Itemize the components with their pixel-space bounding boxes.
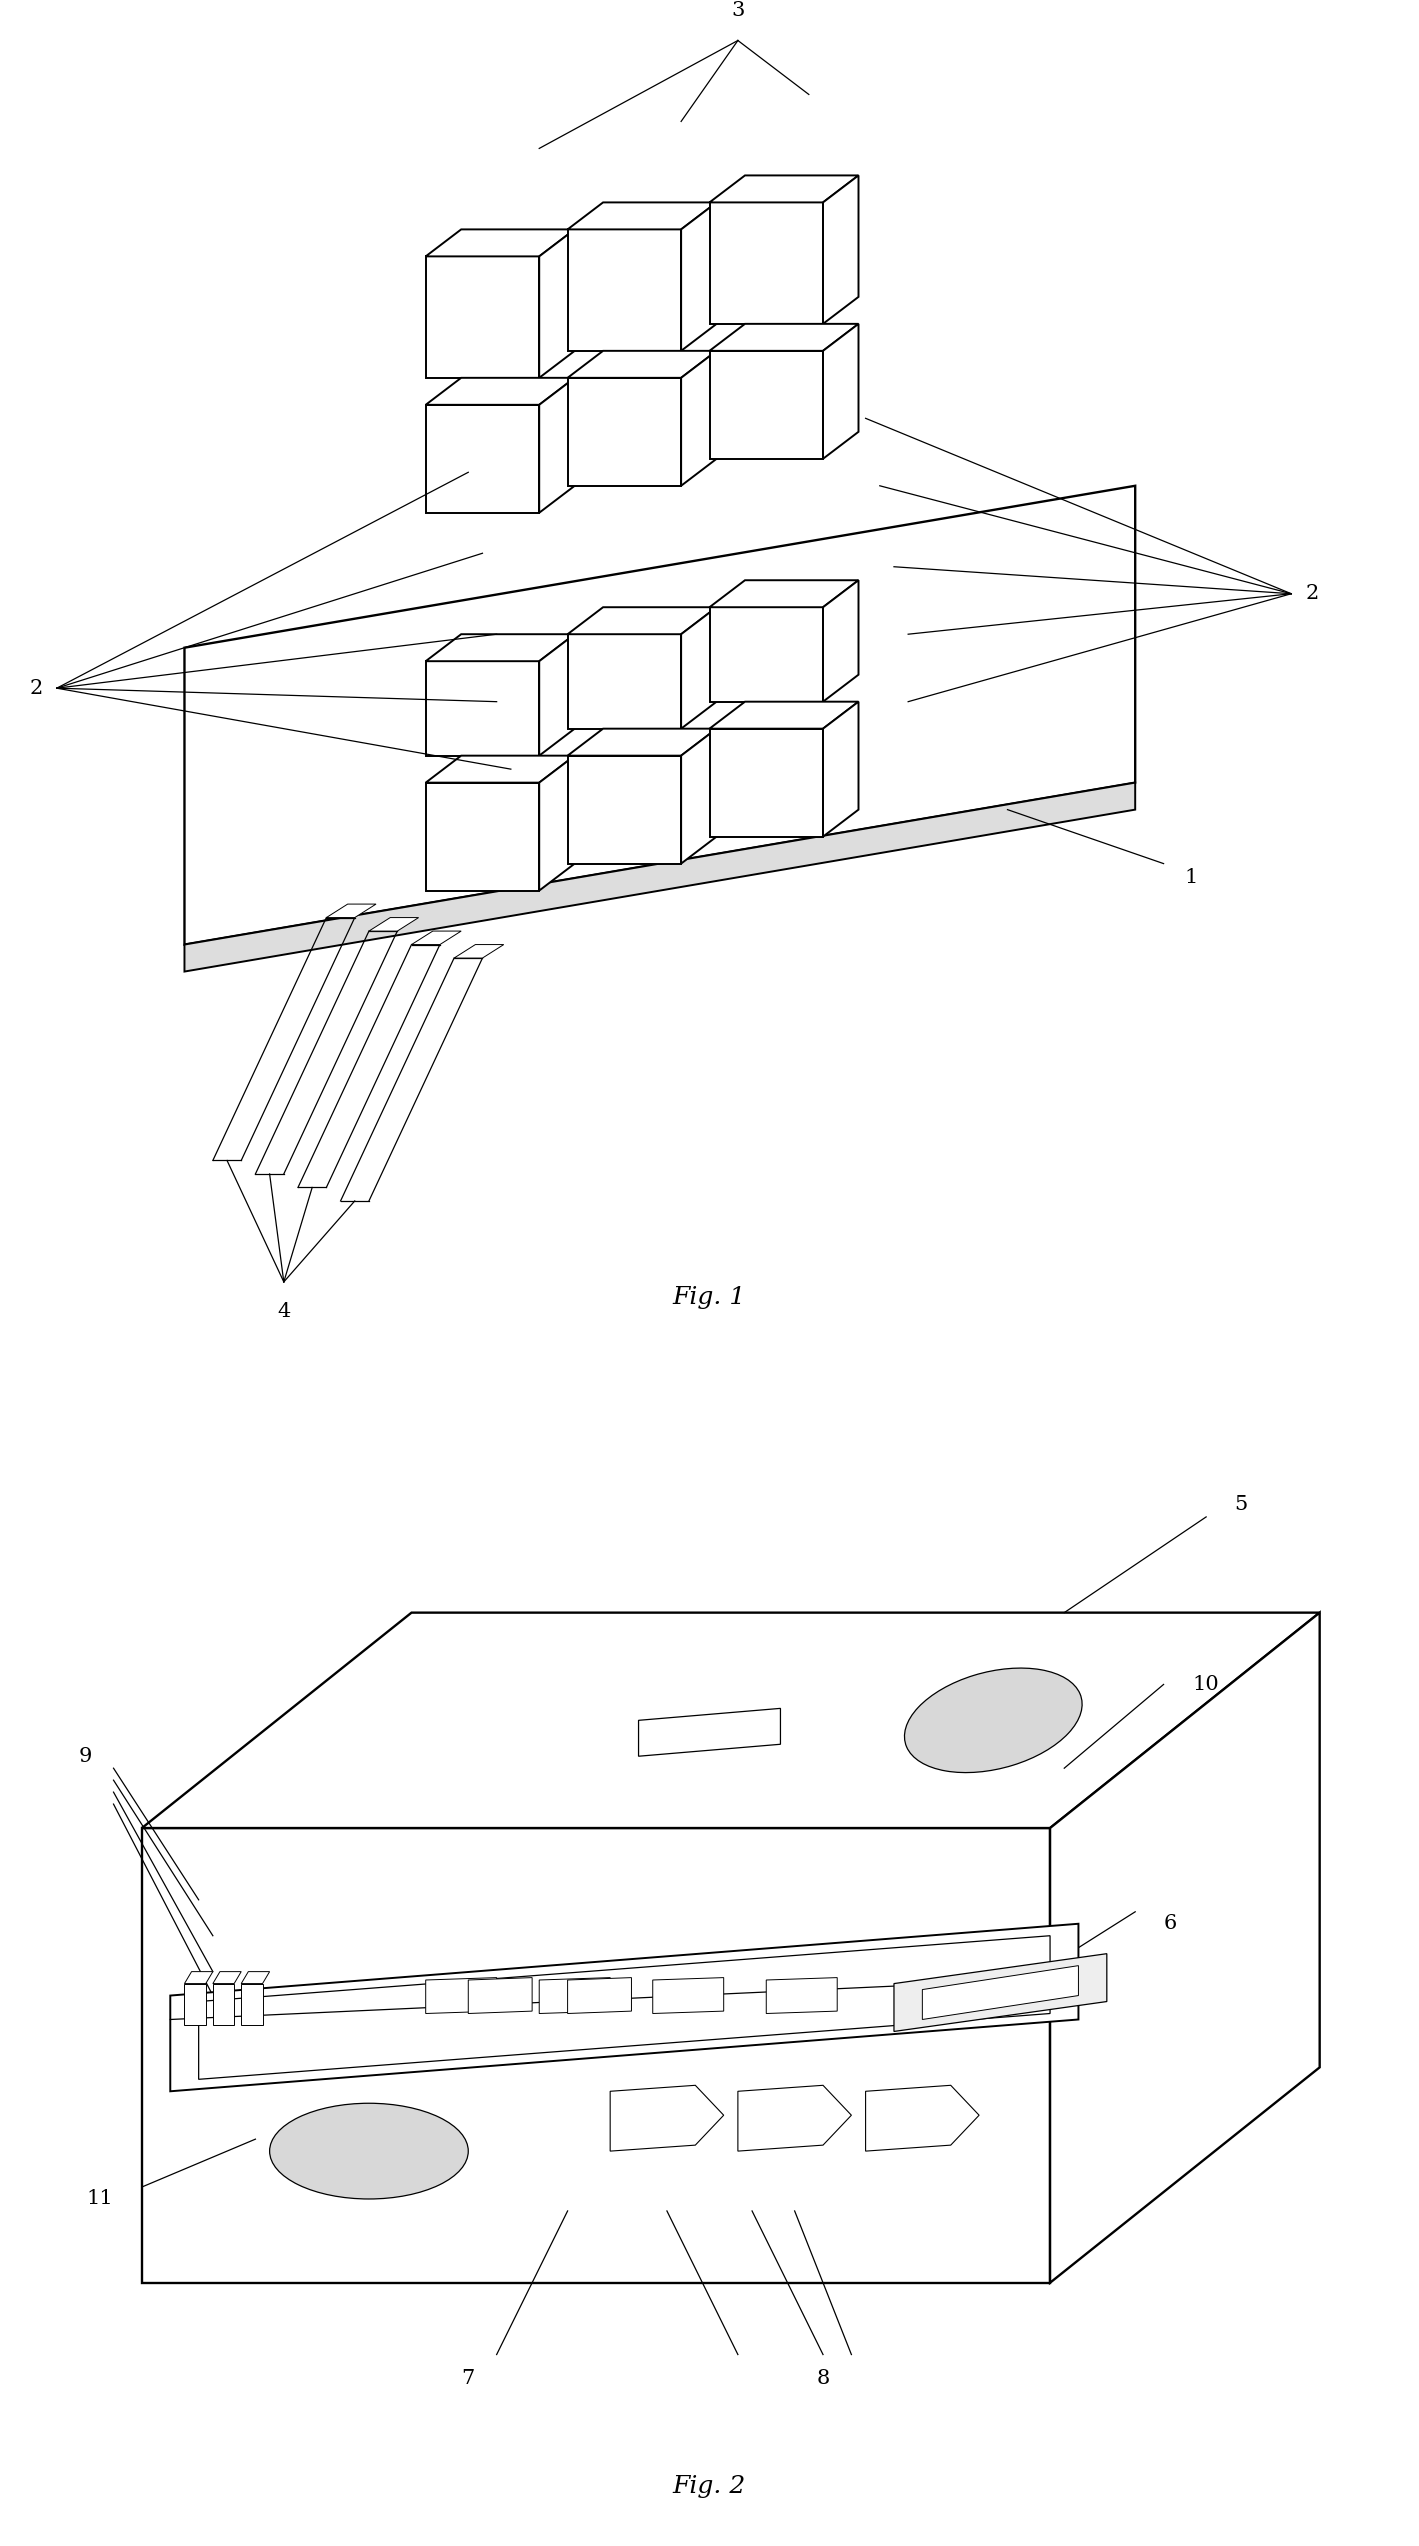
Polygon shape [568,229,681,351]
Polygon shape [170,1925,1078,2090]
Text: 4: 4 [277,1301,291,1321]
Polygon shape [412,932,461,945]
Polygon shape [766,1978,837,2014]
Polygon shape [866,2085,979,2151]
Polygon shape [894,1953,1107,2032]
Polygon shape [710,204,823,323]
Text: 5: 5 [1235,1495,1247,1515]
Text: 3: 3 [731,0,745,20]
Polygon shape [426,662,539,756]
Polygon shape [142,1612,1320,1828]
Polygon shape [142,1828,1050,2284]
Text: 11: 11 [87,2190,114,2207]
Polygon shape [369,917,419,932]
Polygon shape [241,1983,263,2027]
Polygon shape [426,756,575,782]
Polygon shape [710,351,823,458]
Polygon shape [539,377,575,512]
Polygon shape [710,728,823,838]
Polygon shape [681,606,717,728]
Polygon shape [922,1966,1078,2019]
Text: 6: 6 [1164,1915,1176,1932]
Text: 2: 2 [30,680,43,698]
Polygon shape [710,176,858,204]
Polygon shape [184,1983,206,2027]
Polygon shape [653,1978,724,2014]
Text: 2: 2 [1305,583,1318,603]
Polygon shape [184,486,1135,945]
Text: Fig. 2: Fig. 2 [673,2475,746,2498]
Text: 8: 8 [816,2368,830,2388]
Polygon shape [426,634,575,662]
Polygon shape [184,782,1135,973]
Polygon shape [823,703,858,838]
Polygon shape [681,204,717,351]
Polygon shape [710,580,858,606]
Polygon shape [710,323,858,351]
Text: 1: 1 [1185,868,1198,886]
Polygon shape [738,2085,851,2151]
Polygon shape [710,703,858,728]
Polygon shape [823,176,858,323]
Ellipse shape [904,1668,1083,1772]
Polygon shape [184,1971,213,1983]
Polygon shape [823,580,858,703]
Polygon shape [426,257,539,377]
Polygon shape [568,351,717,377]
Polygon shape [568,377,681,486]
Polygon shape [468,1978,532,2014]
Text: 10: 10 [1192,1675,1219,1693]
Text: Fig. 1: Fig. 1 [673,1286,746,1309]
Polygon shape [426,229,575,257]
Polygon shape [568,204,717,229]
Polygon shape [326,904,376,917]
Polygon shape [539,756,575,891]
Polygon shape [568,756,681,863]
Polygon shape [199,1935,1050,2080]
Polygon shape [639,1708,780,1757]
Polygon shape [681,728,717,863]
Polygon shape [568,634,681,728]
Polygon shape [568,606,717,634]
Ellipse shape [270,2103,468,2200]
Polygon shape [823,323,858,458]
Polygon shape [213,1983,234,2027]
Polygon shape [568,1978,631,2014]
Polygon shape [426,377,575,405]
Text: 7: 7 [461,2368,475,2388]
Polygon shape [610,2085,724,2151]
Polygon shape [426,782,539,891]
Polygon shape [1050,1612,1320,2284]
Text: 9: 9 [78,1747,92,1767]
Polygon shape [241,1971,270,1983]
Polygon shape [568,728,717,756]
Polygon shape [539,634,575,756]
Polygon shape [539,1978,610,2014]
Polygon shape [426,1978,497,2014]
Polygon shape [710,606,823,703]
Polygon shape [426,405,539,512]
Polygon shape [213,1971,241,1983]
Polygon shape [539,229,575,377]
Polygon shape [454,945,504,957]
Polygon shape [681,351,717,486]
